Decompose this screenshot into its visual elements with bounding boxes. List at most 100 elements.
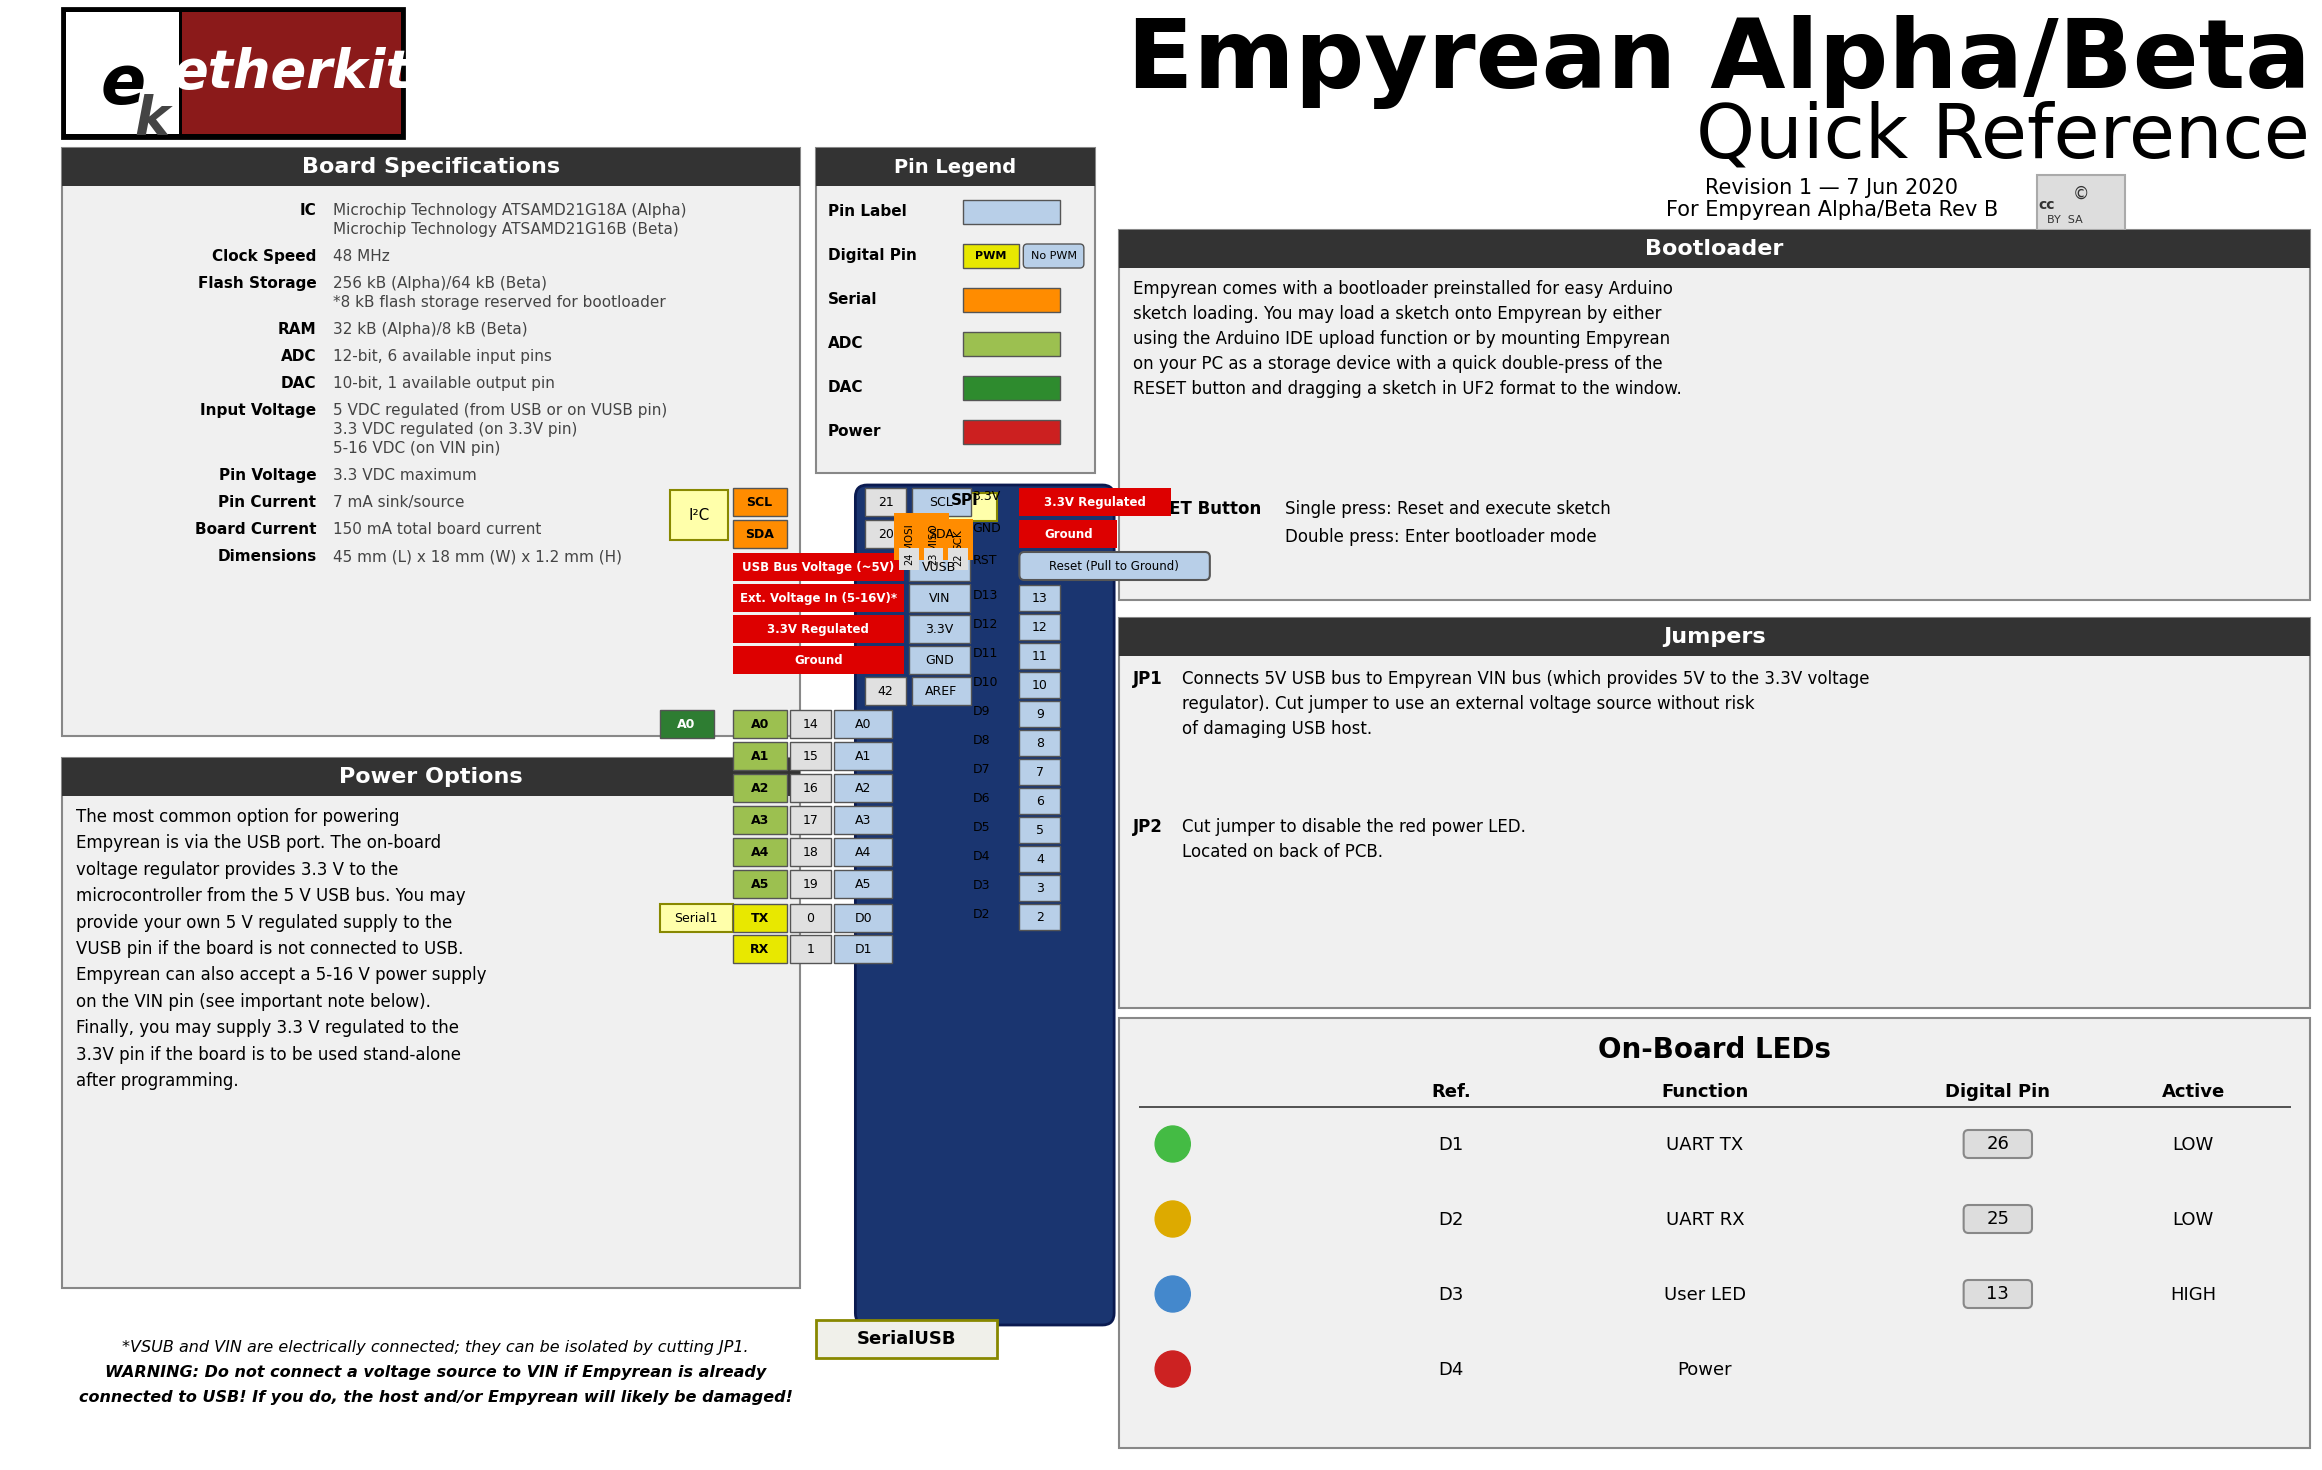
Text: connected to USB! If you do, the host and/or Empyrean will likely be damaged!: connected to USB! If you do, the host an… — [79, 1391, 792, 1405]
Text: e: e — [100, 51, 146, 118]
Bar — [67, 12, 179, 134]
Text: SCL: SCL — [748, 495, 773, 509]
Bar — [1019, 788, 1061, 814]
Bar — [734, 614, 903, 642]
Text: 19: 19 — [803, 878, 817, 891]
Text: A1: A1 — [750, 750, 769, 763]
Text: 25: 25 — [1985, 1210, 2009, 1227]
Text: D1: D1 — [1437, 1136, 1463, 1154]
Text: 3.3V Regulated: 3.3V Regulated — [766, 622, 868, 635]
Text: VUSB: VUSB — [922, 560, 957, 573]
Text: RESET Button: RESET Button — [1133, 500, 1261, 517]
Bar — [913, 678, 971, 706]
Text: 6: 6 — [1036, 794, 1045, 807]
Text: SCL: SCL — [929, 495, 952, 509]
Bar — [734, 870, 787, 898]
Bar — [734, 520, 787, 548]
Text: D7: D7 — [973, 763, 989, 776]
Text: ADC: ADC — [281, 348, 316, 365]
Text: 3.3 VDC regulated (on 3.3V pin): 3.3 VDC regulated (on 3.3V pin) — [332, 422, 578, 437]
Text: A2: A2 — [750, 782, 769, 794]
Bar — [63, 148, 799, 187]
Circle shape — [1154, 1201, 1191, 1236]
Text: D5: D5 — [973, 822, 989, 833]
Text: A0: A0 — [678, 717, 697, 731]
Text: A0: A0 — [750, 717, 769, 731]
Bar — [866, 520, 906, 548]
Bar — [1019, 759, 1061, 785]
Text: D3: D3 — [1437, 1286, 1463, 1304]
Text: Input Voltage: Input Voltage — [200, 403, 316, 417]
Text: 3.3V Regulated: 3.3V Regulated — [1043, 495, 1145, 509]
Text: *VSUB and VIN are electrically connected; they can be isolated by cutting JP1.: *VSUB and VIN are electrically connected… — [123, 1341, 748, 1355]
Text: 17: 17 — [803, 813, 817, 826]
Text: 20: 20 — [878, 528, 894, 541]
Text: 3.3V: 3.3V — [973, 490, 1001, 503]
FancyBboxPatch shape — [854, 485, 1115, 1324]
Bar — [734, 710, 787, 738]
Text: D3: D3 — [973, 879, 989, 892]
Text: Power: Power — [829, 423, 882, 440]
Text: 45 mm (L) x 18 mm (W) x 1.2 mm (H): 45 mm (L) x 18 mm (W) x 1.2 mm (H) — [332, 548, 622, 564]
Text: etherkit: etherkit — [172, 47, 411, 98]
Bar — [734, 645, 903, 675]
Text: A4: A4 — [750, 845, 769, 858]
Text: 0: 0 — [806, 911, 815, 925]
Bar — [1019, 520, 1117, 548]
Text: D9: D9 — [973, 706, 989, 717]
Text: 32 kB (Alpha)/8 kB (Beta): 32 kB (Alpha)/8 kB (Beta) — [332, 322, 527, 337]
Text: No PWM: No PWM — [1031, 251, 1077, 262]
Text: 9: 9 — [1036, 707, 1045, 720]
Text: Cut jumper to disable the red power LED.
Located on back of PCB.: Cut jumper to disable the red power LED.… — [1182, 817, 1526, 861]
Text: AREF: AREF — [924, 685, 957, 697]
Text: k: k — [135, 94, 170, 146]
Bar — [964, 288, 1061, 312]
Text: Serial: Serial — [829, 293, 878, 307]
Bar — [734, 553, 903, 581]
Text: LOW: LOW — [2173, 1136, 2213, 1154]
Text: D8: D8 — [973, 734, 989, 747]
Bar — [789, 935, 831, 963]
Text: IC: IC — [300, 203, 316, 218]
Bar — [734, 488, 787, 516]
Text: Clock Speed: Clock Speed — [211, 248, 316, 265]
Text: 3.3 VDC maximum: 3.3 VDC maximum — [332, 467, 476, 484]
Bar — [817, 148, 1094, 187]
Bar — [734, 935, 787, 963]
Text: A2: A2 — [854, 782, 871, 794]
Text: ADC: ADC — [829, 337, 864, 351]
Text: USB Bus Voltage (~5V): USB Bus Voltage (~5V) — [743, 560, 894, 573]
Text: Revision 1 — 7 Jun 2020: Revision 1 — 7 Jun 2020 — [1704, 178, 1957, 198]
Text: D6: D6 — [973, 792, 989, 806]
Text: 22: 22 — [952, 553, 964, 566]
Bar — [734, 838, 787, 866]
Bar — [2036, 175, 2125, 229]
Text: Serial1: Serial1 — [673, 911, 717, 925]
Text: MISO: MISO — [929, 523, 938, 550]
Bar — [1119, 1019, 2310, 1448]
Bar — [1019, 847, 1061, 872]
Text: The most common option for powering
Empyrean is via the USB port. The on-board
v: The most common option for powering Empy… — [77, 809, 488, 1089]
Text: WARNING: Do not connect a voltage source to VIN if Empyrean is already: WARNING: Do not connect a voltage source… — [104, 1366, 766, 1380]
Text: Connects 5V USB bus to Empyrean VIN bus (which provides 5V to the 3.3V voltage
r: Connects 5V USB bus to Empyrean VIN bus … — [1182, 670, 1869, 738]
Text: D1: D1 — [854, 942, 873, 956]
Text: 48 MHz: 48 MHz — [332, 248, 390, 265]
Bar — [1119, 229, 2310, 600]
Text: Empyrean Alpha/Beta: Empyrean Alpha/Beta — [1126, 15, 2310, 109]
Bar — [910, 645, 971, 675]
Text: 18: 18 — [803, 845, 817, 858]
Text: cc: cc — [2039, 198, 2055, 212]
Bar — [834, 806, 892, 833]
Bar — [734, 584, 903, 612]
Text: On-Board LEDs: On-Board LEDs — [1598, 1036, 1832, 1064]
Text: Single press: Reset and execute sketch: Single press: Reset and execute sketch — [1284, 500, 1611, 517]
Bar — [834, 710, 892, 738]
Text: For Empyrean Alpha/Beta Rev B: For Empyrean Alpha/Beta Rev B — [1665, 200, 1997, 220]
FancyBboxPatch shape — [1019, 553, 1210, 581]
Text: UART RX: UART RX — [1665, 1211, 1744, 1229]
Bar — [734, 806, 787, 833]
Circle shape — [1154, 1126, 1191, 1161]
Text: 5: 5 — [1036, 823, 1045, 836]
Text: RX: RX — [750, 942, 769, 956]
Text: PWM: PWM — [975, 251, 1008, 262]
